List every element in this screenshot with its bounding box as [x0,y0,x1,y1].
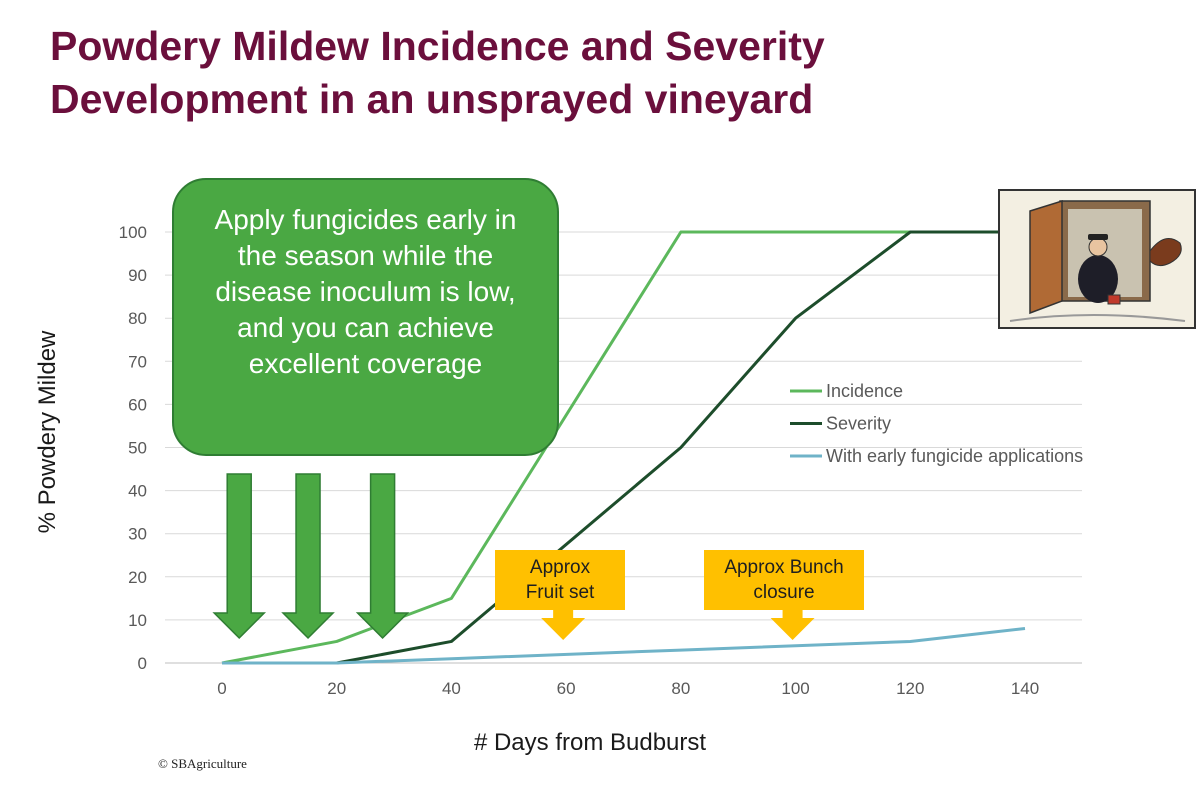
y-tick-label: 80 [128,309,147,328]
series-lines [221,230,1026,665]
spray-arrow [355,473,410,640]
x-tick-label: 60 [557,679,576,698]
x-tick-label: 0 [217,679,226,698]
fruit-set-line-1: Approx [529,557,591,578]
y-tick-label: 90 [128,266,147,285]
legend: Incidence Severity With early fungicide ap… [790,381,1083,466]
title-line-1: Powdery Mildew Incidence and Severity [50,23,825,69]
x-tick-label: 80 [671,679,690,698]
title-line-2: Development in an unsprayed vineyard [50,76,814,122]
y-tick-label: 0 [138,654,147,673]
y-tick-label: 100 [119,223,147,242]
y-axis-title: % Powdery Mildew [34,330,61,533]
copyright-notice: © SBAgriculture [158,756,247,771]
y-tick-label: 30 [128,525,147,544]
stage-pointers [541,608,815,640]
y-tick-label: 20 [128,568,147,587]
y-tick-label: 70 [128,352,147,371]
bunch-closure-line-1: Approx Bunch [724,557,844,578]
x-tick-label: 140 [1011,679,1039,698]
cartoon-illustration [1000,191,1194,327]
y-tick-label: 10 [128,611,147,630]
y-axis-ticks: 0 10 20 30 40 50 60 70 80 90 100 [119,223,147,673]
spray-arrow [281,473,335,640]
x-tick-label: 20 [327,679,346,698]
x-tick-label: 100 [781,679,809,698]
y-tick-label: 50 [128,439,147,458]
x-axis-ticks: 0 20 40 60 80 100 120 140 [217,679,1039,698]
x-tick-label: 120 [896,679,924,698]
advice-callout: Apply fungicides early in the season whi… [172,178,559,456]
advice-callout-text: Apply fungicides early in the season whi… [214,204,517,379]
legend-label: With early fungicide applications [826,446,1083,466]
legend-label: Incidence [826,381,903,401]
stage-pointer [541,608,586,640]
bunch-closure-line-2: closure [753,582,815,603]
y-tick-label: 40 [128,482,147,501]
series-line-3 [222,627,1026,665]
spray-arrows [212,473,410,640]
bunch-closure-label: Approx Bunch closure [704,550,864,610]
y-tick-label: 60 [128,395,147,414]
spray-arrow [212,473,267,640]
legend-label: Severity [826,414,891,434]
slide-title: Powdery Mildew Incidence and Severity De… [50,20,1050,126]
cartoon-image [998,189,1196,329]
x-axis-title: # Days from Budburst [474,729,706,756]
fruit-set-label: Approx Fruit set [495,550,625,610]
x-tick-label: 40 [442,679,461,698]
stage-pointer [770,608,815,640]
fruit-set-line-2: Fruit set [525,582,595,603]
